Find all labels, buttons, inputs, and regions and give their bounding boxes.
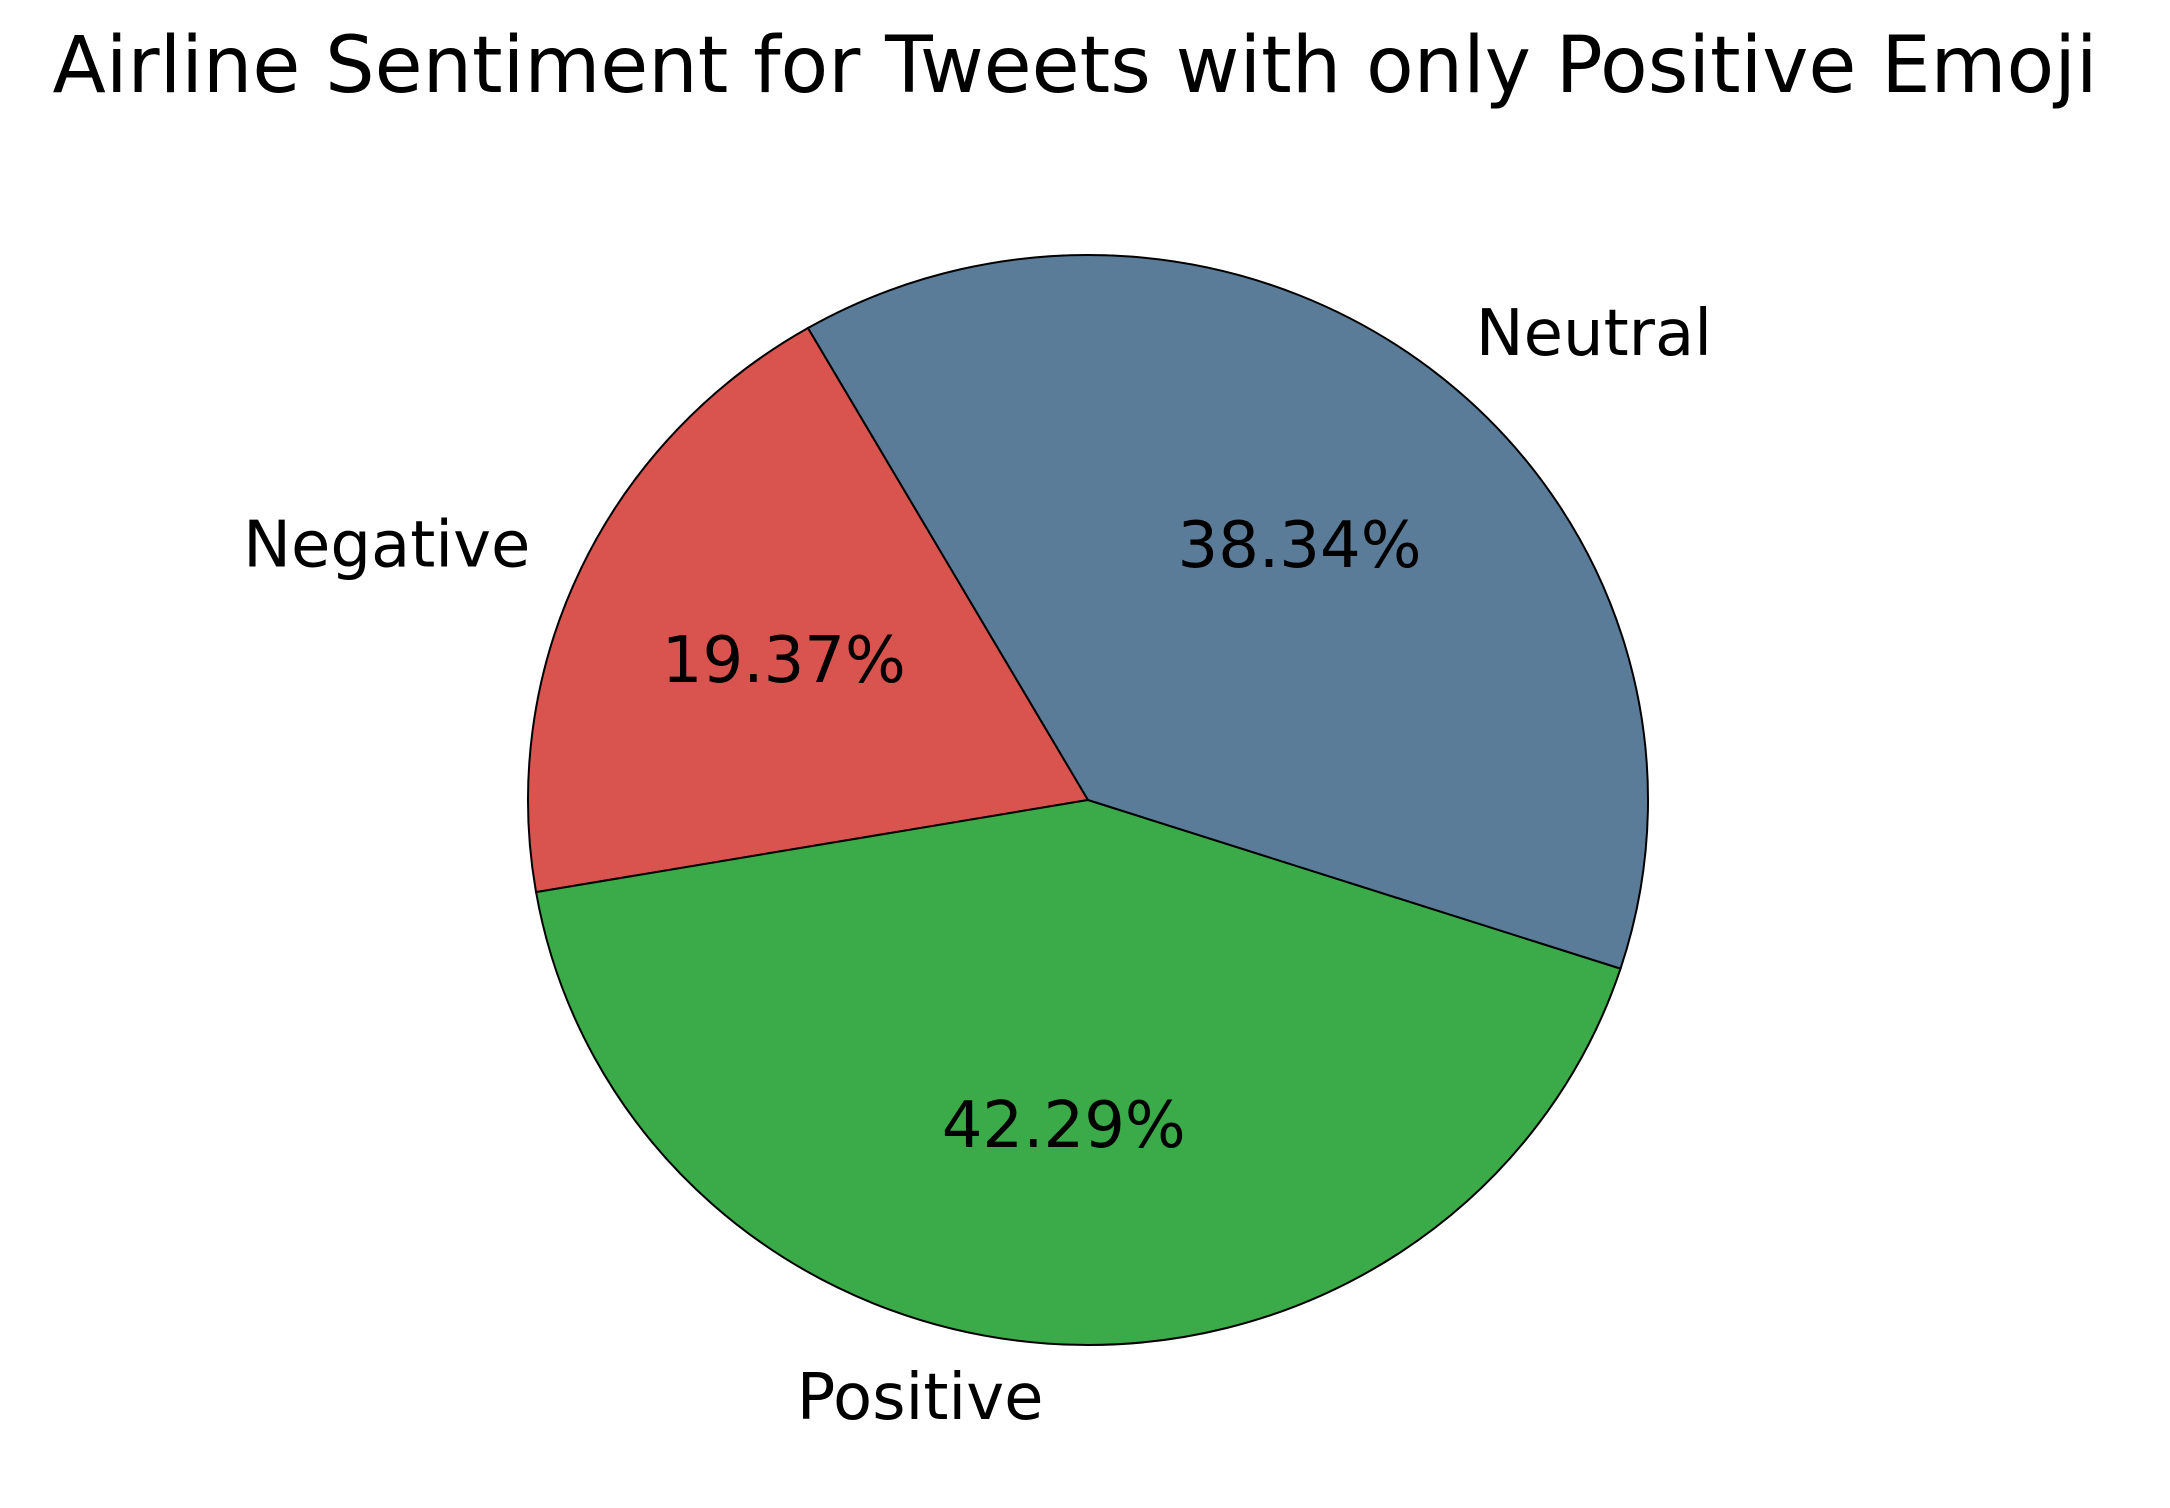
- slice-label-neutral: Neutral: [1476, 297, 1712, 371]
- slice-label-positive: Positive: [797, 1361, 1044, 1435]
- pie-slice-negative: [527, 326, 1090, 894]
- pie-slice-positive: [534, 798, 1622, 1346]
- slice-percentage-negative: 19.37%: [662, 624, 906, 698]
- slice-percentage-positive: 42.29%: [942, 1089, 1186, 1163]
- pie-slices: [527, 253, 1650, 1346]
- slice-label-negative: Negative: [243, 508, 530, 582]
- pie-slice-neutral: [806, 253, 1650, 970]
- chart-title: Airline Sentiment for Tweets with only P…: [52, 21, 2097, 111]
- pie-labels: Negative 19.37% Positive 42.29% Neutral 38.34…: [243, 297, 1712, 1435]
- slice-percentage-neutral: 38.34%: [1177, 509, 1421, 583]
